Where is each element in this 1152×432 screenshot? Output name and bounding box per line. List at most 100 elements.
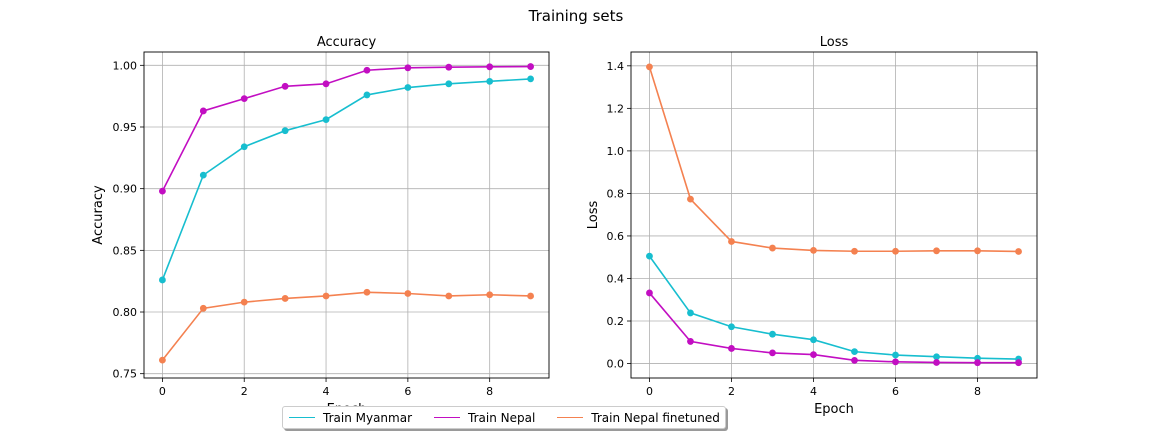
legend: Train Myanmar Train Nepal Train Nepal fi… bbox=[282, 406, 726, 429]
accuracy-point-train-myanmar bbox=[322, 116, 330, 123]
loss-point-train-nepal-finetuned bbox=[851, 247, 858, 255]
loss-point-train-nepal bbox=[728, 345, 735, 352]
legend-item-train-nepal-finetuned: Train Nepal finetuned bbox=[557, 411, 720, 425]
accuracy-x-tick-label: 6 bbox=[404, 385, 411, 398]
loss-y-tick-label: 0.8 bbox=[607, 187, 625, 200]
chart-loss: 0 2 4 6 8 0.0 0.2 0.4 0.6 0.8 1.0 1.2 1.4 Loss Epoch Lo… bbox=[586, 35, 1038, 417]
accuracy-point-train-nepal-finetuned bbox=[445, 292, 453, 300]
loss-x-axis-label: Epoch bbox=[814, 402, 854, 417]
loss-point-train-nepal bbox=[687, 338, 694, 345]
legend-swatch-train-myanmar bbox=[289, 417, 315, 418]
accuracy-x-tick-label: 2 bbox=[241, 385, 248, 398]
chart-accuracy: 024680.750.800.850.900.951.00AccuracyEpo… bbox=[91, 35, 550, 417]
accuracy-y-tick-label: 1.00 bbox=[113, 59, 138, 72]
loss-x-tick-label: 8 bbox=[974, 385, 981, 398]
loss-point-train-nepal bbox=[892, 358, 899, 366]
accuracy-point-train-nepal bbox=[445, 63, 453, 71]
loss-chart-title: Loss bbox=[820, 35, 849, 50]
loss-point-train-nepal-finetuned bbox=[810, 247, 817, 254]
accuracy-point-train-myanmar bbox=[404, 84, 412, 91]
accuracy-point-train-myanmar bbox=[199, 171, 207, 179]
accuracy-point-train-myanmar bbox=[363, 91, 371, 99]
loss-y-tick-label: 1.0 bbox=[607, 145, 625, 158]
loss-x-tick-label: 2 bbox=[728, 385, 735, 398]
loss-series-line-train-myanmar bbox=[648, 255, 1019, 360]
loss-series-line-train-nepal-finetuned bbox=[648, 66, 1019, 253]
accuracy-point-train-myanmar bbox=[159, 276, 166, 284]
accuracy-point-train-nepal bbox=[527, 63, 534, 70]
loss-y-tick-label: 1.4 bbox=[607, 60, 625, 73]
loss-y-axis-label: Loss bbox=[586, 201, 601, 230]
loss-y-tick-label: 0.4 bbox=[607, 272, 625, 285]
accuracy-point-train-nepal-finetuned bbox=[363, 288, 371, 296]
accuracy-point-train-myanmar bbox=[445, 80, 453, 88]
accuracy-series-line-train-myanmar bbox=[161, 78, 531, 281]
loss-point-train-myanmar bbox=[892, 351, 899, 359]
loss-point-train-nepal bbox=[769, 349, 776, 357]
accuracy-point-train-myanmar bbox=[240, 143, 248, 151]
loss-x-tick-label: 0 bbox=[646, 385, 653, 398]
loss-point-train-nepal bbox=[810, 351, 817, 359]
loss-point-train-myanmar bbox=[687, 309, 694, 317]
accuracy-point-train-nepal-finetuned bbox=[159, 356, 166, 364]
loss-point-train-nepal-finetuned bbox=[1015, 248, 1022, 255]
loss-series-line-train-nepal bbox=[648, 292, 1019, 364]
legend-label-train-nepal-finetuned: Train Nepal finetuned bbox=[591, 410, 720, 425]
loss-x-tick-label: 6 bbox=[892, 385, 899, 398]
loss-point-train-myanmar bbox=[769, 330, 776, 338]
accuracy-chart-title: Accuracy bbox=[317, 35, 377, 50]
accuracy-axes-frame bbox=[143, 51, 550, 379]
loss-point-train-myanmar bbox=[646, 252, 653, 260]
accuracy-point-train-nepal bbox=[240, 95, 248, 103]
accuracy-point-train-nepal-finetuned bbox=[404, 290, 412, 297]
accuracy-y-tick-label: 0.95 bbox=[113, 121, 138, 134]
loss-y-tick-label: 0.0 bbox=[607, 358, 625, 371]
loss-point-train-nepal-finetuned bbox=[974, 247, 981, 255]
loss-point-train-nepal-finetuned bbox=[646, 63, 653, 71]
accuracy-point-train-nepal-finetuned bbox=[199, 304, 207, 312]
loss-y-tick-label: 0.6 bbox=[607, 230, 625, 243]
loss-point-train-nepal-finetuned bbox=[933, 247, 940, 255]
accuracy-y-tick-label: 0.80 bbox=[113, 306, 138, 319]
loss-point-train-myanmar bbox=[810, 336, 817, 344]
loss-point-train-nepal-finetuned bbox=[892, 247, 899, 255]
loss-point-train-nepal bbox=[851, 356, 858, 364]
accuracy-series-line-train-nepal-finetuned bbox=[161, 291, 531, 361]
loss-point-train-nepal-finetuned bbox=[769, 244, 776, 252]
accuracy-point-train-nepal-finetuned bbox=[240, 298, 248, 306]
accuracy-point-train-nepal bbox=[199, 107, 207, 115]
accuracy-point-train-nepal bbox=[363, 66, 371, 74]
chart-panels: 024680.750.800.850.900.951.00AccuracyEpo… bbox=[91, 35, 1038, 417]
accuracy-point-train-nepal bbox=[486, 63, 494, 71]
loss-y-tick-label: 1.2 bbox=[607, 102, 625, 115]
accuracy-series-line-train-nepal bbox=[161, 65, 531, 192]
accuracy-point-train-myanmar bbox=[281, 127, 289, 135]
loss-y-tick-label: 0.2 bbox=[607, 315, 625, 328]
accuracy-point-train-nepal-finetuned bbox=[527, 292, 534, 300]
accuracy-x-tick-label: 0 bbox=[159, 385, 166, 398]
loss-point-train-myanmar bbox=[728, 323, 735, 331]
figure-title: Training sets bbox=[528, 7, 624, 25]
accuracy-point-train-myanmar bbox=[527, 75, 534, 83]
legend-swatch-train-nepal-finetuned bbox=[557, 417, 584, 418]
loss-point-train-myanmar bbox=[933, 353, 940, 361]
accuracy-y-axis-label: Accuracy bbox=[91, 185, 106, 245]
accuracy-point-train-nepal bbox=[404, 64, 412, 72]
legend-swatch-train-nepal bbox=[434, 417, 460, 418]
loss-point-train-nepal bbox=[1015, 359, 1022, 367]
legend-item-train-myanmar: Train Myanmar bbox=[289, 411, 412, 425]
legend-label-train-myanmar: Train Myanmar bbox=[323, 410, 412, 425]
accuracy-point-train-nepal bbox=[322, 80, 330, 88]
loss-point-train-nepal-finetuned bbox=[687, 195, 694, 203]
loss-axes-frame bbox=[630, 51, 1038, 379]
accuracy-point-train-nepal bbox=[159, 187, 166, 195]
accuracy-point-train-myanmar bbox=[486, 77, 494, 85]
loss-point-train-nepal-finetuned bbox=[728, 238, 735, 245]
accuracy-point-train-nepal-finetuned bbox=[486, 291, 494, 299]
loss-point-train-nepal bbox=[933, 359, 940, 366]
legend-item-train-nepal: Train Nepal bbox=[434, 411, 535, 425]
accuracy-point-train-nepal-finetuned bbox=[281, 295, 289, 302]
accuracy-y-tick-label: 0.90 bbox=[113, 183, 138, 196]
accuracy-y-tick-label: 0.75 bbox=[113, 368, 138, 381]
